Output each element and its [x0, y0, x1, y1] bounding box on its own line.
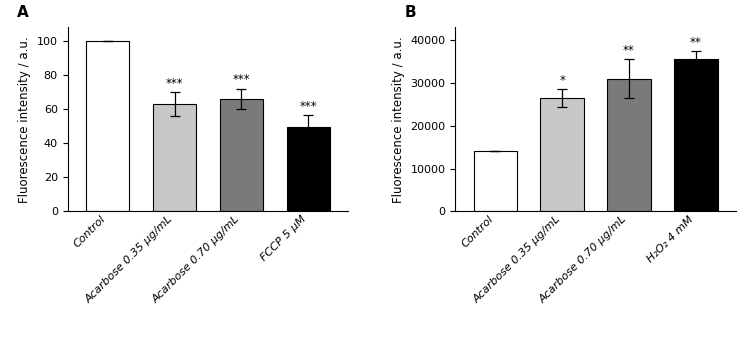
Bar — [287, 127, 330, 211]
Bar — [86, 41, 129, 211]
Bar — [674, 59, 718, 211]
Text: ***: *** — [233, 73, 250, 87]
Text: A: A — [17, 5, 29, 20]
Text: ***: *** — [166, 77, 183, 90]
Text: B: B — [405, 5, 416, 20]
Text: **: ** — [623, 44, 635, 57]
Y-axis label: Fluorescence intensity / a.u.: Fluorescence intensity / a.u. — [392, 36, 405, 203]
Bar — [541, 98, 584, 211]
Text: **: ** — [690, 35, 701, 49]
Bar — [153, 104, 196, 211]
Bar — [608, 79, 650, 211]
Text: ***: *** — [300, 100, 317, 113]
Text: *: * — [559, 74, 565, 87]
Bar — [220, 99, 263, 211]
Y-axis label: Fluorescence intensity / a.u.: Fluorescence intensity / a.u. — [18, 36, 32, 203]
Bar — [474, 151, 517, 211]
